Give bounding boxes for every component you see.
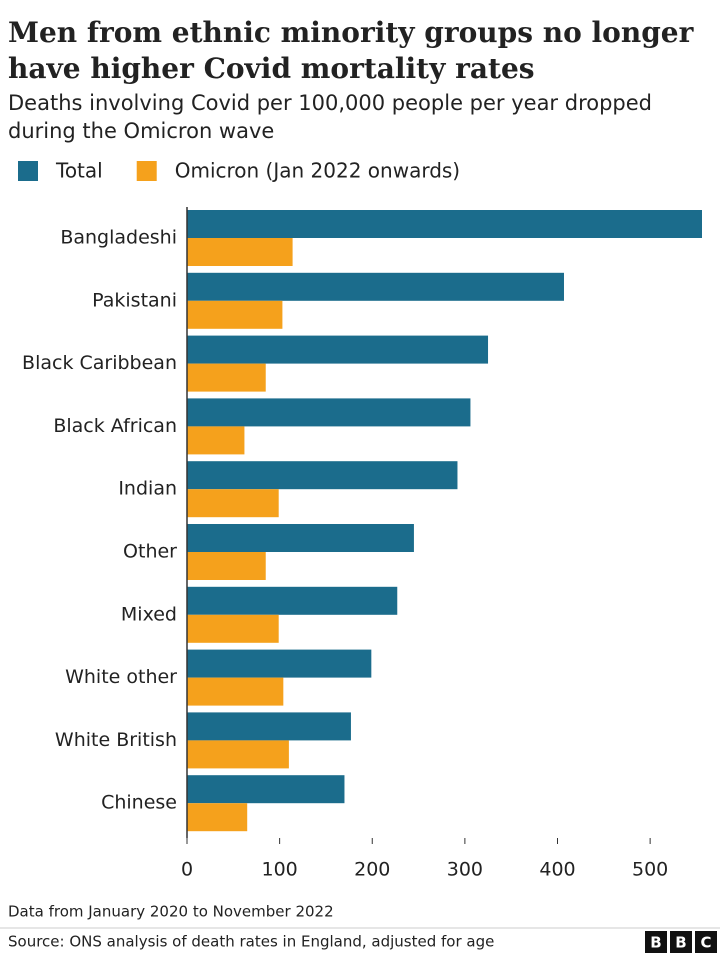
bar [187,489,279,518]
x-tick-label: 200 [354,859,390,881]
bar [187,677,284,706]
logo-letter: B [675,934,686,952]
bar [187,363,266,392]
bar [187,272,564,301]
bar [187,552,266,580]
y-tick-label: Black African [53,415,177,437]
y-tick-label: Chinese [101,792,177,814]
bar [187,649,372,678]
legend-swatch [18,161,38,181]
bar [187,586,398,615]
chart-title-line: have higher Covid mortality rates [8,52,535,85]
y-tick-label: Black Caribbean [22,352,177,374]
y-tick-label: Bangladeshi [60,227,177,249]
x-tick-label: 500 [632,859,668,881]
legend-swatch [136,161,157,181]
chart-subtitle-line: Deaths involving Covid per 100,000 peopl… [8,91,652,115]
bar [187,614,279,643]
bar [187,740,289,769]
legend-label: Total [55,159,103,183]
y-tick-label: Indian [118,478,177,500]
x-tick-label: 400 [539,859,575,881]
bar [187,803,248,832]
y-tick-label: Mixed [121,603,177,625]
bar [187,524,414,552]
logo-box [645,931,667,953]
x-tick-label: 0 [181,859,193,881]
logo-box [695,931,717,953]
y-tick-label: White other [65,666,177,688]
bar [187,712,351,741]
logo-letter: C [700,934,711,952]
bar [187,210,702,238]
chart-title: Men from ethnic minority groups no longe… [8,16,695,85]
bar [187,335,489,364]
bar [187,300,283,329]
x-tick-label: 100 [261,859,297,881]
bar [187,238,293,266]
source: Source: ONS analysis of death rates in E… [8,933,494,951]
logo-letter: B [650,934,661,952]
bar [187,398,471,427]
y-tick-label: Pakistani [92,289,177,311]
legend-label: Omicron (Jan 2022 onwards) [175,159,460,183]
chart-title-line: Men from ethnic minority groups no longe… [8,16,695,49]
x-tick-label: 300 [447,859,483,881]
logo-box [670,931,692,953]
y-tick-label: White British [55,729,177,751]
bar [187,461,458,490]
chart-subtitle-line: during the Omicron wave [8,119,274,143]
bar [187,775,345,804]
bar [187,426,245,455]
chart-subtitle: Deaths involving Covid per 100,000 peopl… [8,91,652,143]
y-tick-label: Other [123,541,177,563]
footnote: Data from January 2020 to November 2022 [8,903,334,921]
